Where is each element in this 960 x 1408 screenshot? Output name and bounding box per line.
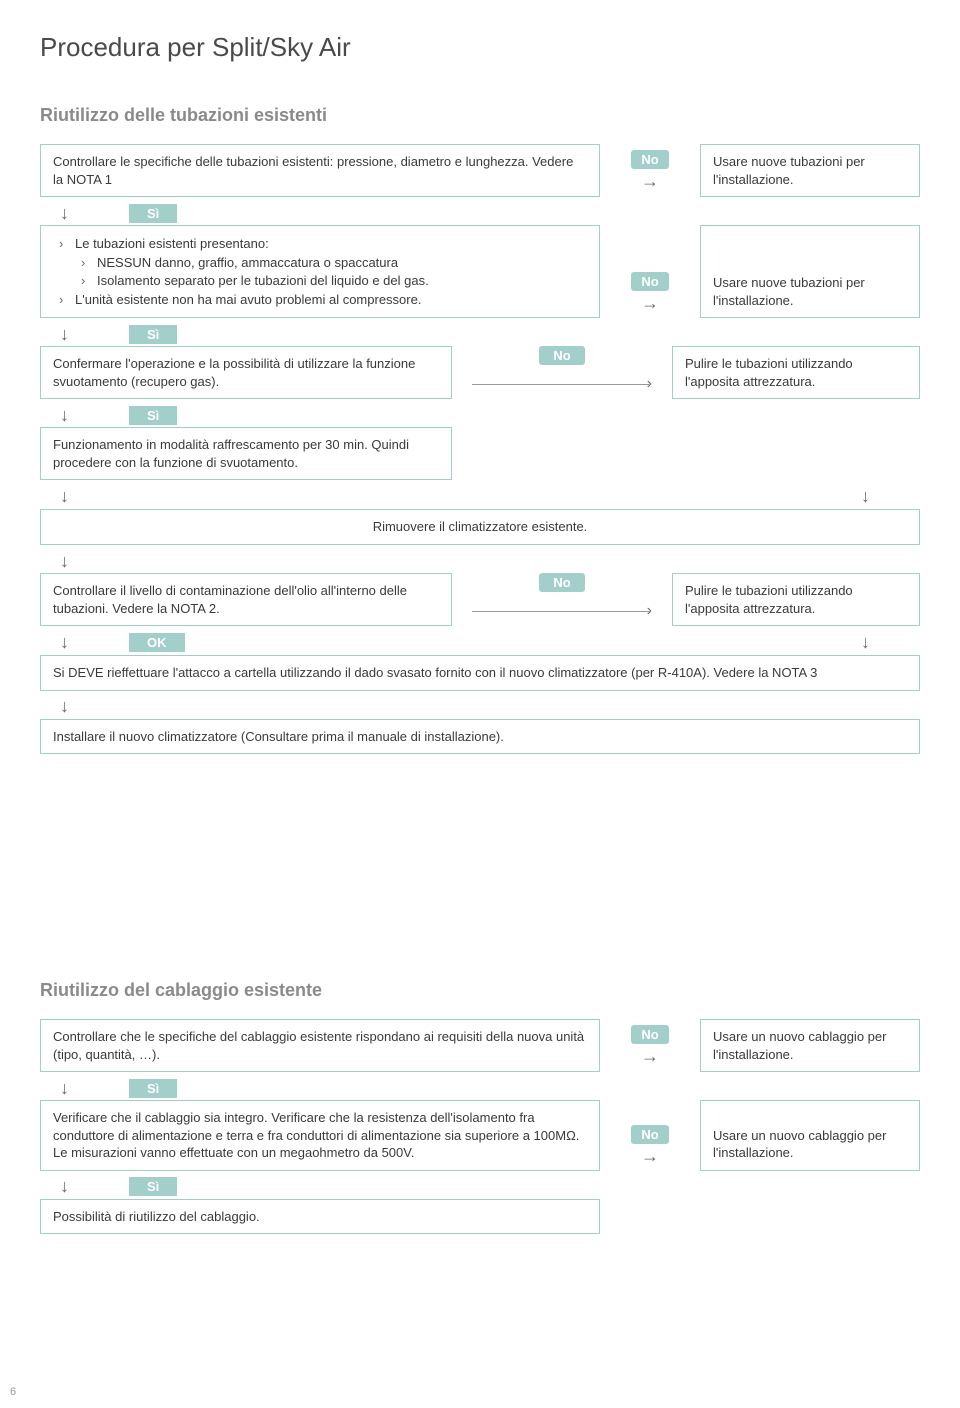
step2-no-decision: No → — [620, 225, 680, 318]
section1-heading: Riutilizzo delle tubazioni esistenti — [40, 105, 920, 126]
no-badge: No — [631, 1025, 668, 1044]
no-badge: No — [539, 573, 584, 592]
step8-box: Installare il nuovo climatizzatore (Cons… — [40, 719, 920, 755]
step2-b1: NESSUN danno, graffio, ammaccatura o spa… — [53, 254, 587, 272]
step3-no-branch: No › — [472, 346, 652, 399]
down-arrow-icon: ↓ — [60, 1176, 69, 1197]
down-arrow-icon: ↓ — [60, 405, 69, 426]
no-badge: No — [631, 272, 668, 291]
s2-step2-no-result: Usare un nuovo cablaggio per l'installaz… — [700, 1100, 920, 1171]
s2-step3-box: Possibilità di riutilizzo del cablaggio. — [40, 1199, 600, 1235]
step2-no-result: Usare nuove tubazioni per l'installazion… — [700, 225, 920, 318]
down-arrow-icon: ↓ — [60, 632, 69, 653]
yes-badge: Sì — [129, 204, 177, 223]
step1-question-box: Controllare le specifiche delle tubazion… — [40, 144, 600, 197]
right-arrow-icon: › — [647, 602, 652, 620]
right-arrow-icon: → — [641, 1146, 659, 1167]
step2-question-box: Le tubazioni esistenti presentano: NESSU… — [40, 225, 600, 318]
down-arrow-icon: ↓ — [861, 486, 870, 507]
s2-step1-no-result: Usare un nuovo cablaggio per l'installaz… — [700, 1019, 920, 1072]
s2-step2-no-decision: No → — [620, 1100, 680, 1171]
yes-badge: Sì — [129, 406, 177, 425]
down-arrow-icon: ↓ — [60, 696, 69, 717]
flowchart-tubazioni: Controllare le specifiche delle tubazion… — [40, 144, 920, 754]
step4-box: Funzionamento in modalità raffrescamento… — [40, 427, 452, 480]
s2-step1-question: Controllare che le specifiche del cablag… — [40, 1019, 600, 1072]
page-number: 6 — [10, 1386, 16, 1398]
step2-b3: L'unità esistente non ha mai avuto probl… — [53, 291, 587, 309]
down-arrow-icon: ↓ — [60, 1078, 69, 1099]
step3-no-result: Pulire le tubazioni utilizzando l'apposi… — [672, 346, 920, 399]
down-arrow-icon: ↓ — [60, 486, 69, 507]
down-arrow-icon: ↓ — [861, 632, 870, 653]
no-badge: No — [539, 346, 584, 365]
right-arrow-icon: → — [641, 1046, 659, 1067]
step6-question-box: Controllare il livello di contaminazione… — [40, 573, 452, 626]
no-badge: No — [631, 1125, 668, 1144]
section2-heading: Riutilizzo del cablaggio esistente — [40, 980, 920, 1001]
flowchart-cablaggio: Controllare che le specifiche del cablag… — [40, 1019, 920, 1234]
step2-b2: Isolamento separato per le tubazioni del… — [53, 272, 587, 290]
right-arrow-icon: → — [641, 293, 659, 314]
step6-no-result: Pulire le tubazioni utilizzando l'apposi… — [672, 573, 920, 626]
step1-no-result: Usare nuove tubazioni per l'installazion… — [700, 144, 920, 197]
page-title: Procedura per Split/Sky Air — [40, 32, 920, 63]
yes-badge: Sì — [129, 1079, 177, 1098]
step2-intro: Le tubazioni esistenti presentano: — [53, 235, 587, 253]
down-arrow-icon: ↓ — [60, 324, 69, 345]
step1-no-decision: No → — [620, 144, 680, 197]
yes-badge: Sì — [129, 325, 177, 344]
step5-box: Rimuovere il climatizzatore esistente. — [40, 509, 920, 545]
s2-step1-no-decision: No → — [620, 1019, 680, 1072]
no-badge: No — [631, 150, 668, 169]
down-arrow-icon: ↓ — [60, 203, 69, 224]
step3-question-box: Confermare l'operazione e la possibilità… — [40, 346, 452, 399]
s2-step2-question: Verificare che il cablaggio sia integro.… — [40, 1100, 600, 1171]
right-arrow-icon: → — [641, 171, 659, 192]
ok-badge: OK — [129, 633, 185, 652]
down-arrow-icon: ↓ — [60, 551, 69, 572]
yes-badge: Sì — [129, 1177, 177, 1196]
step6-no-branch: No › — [472, 573, 652, 626]
right-arrow-icon: › — [647, 375, 652, 393]
step7-box: Si DEVE rieffettuare l'attacco a cartell… — [40, 655, 920, 691]
